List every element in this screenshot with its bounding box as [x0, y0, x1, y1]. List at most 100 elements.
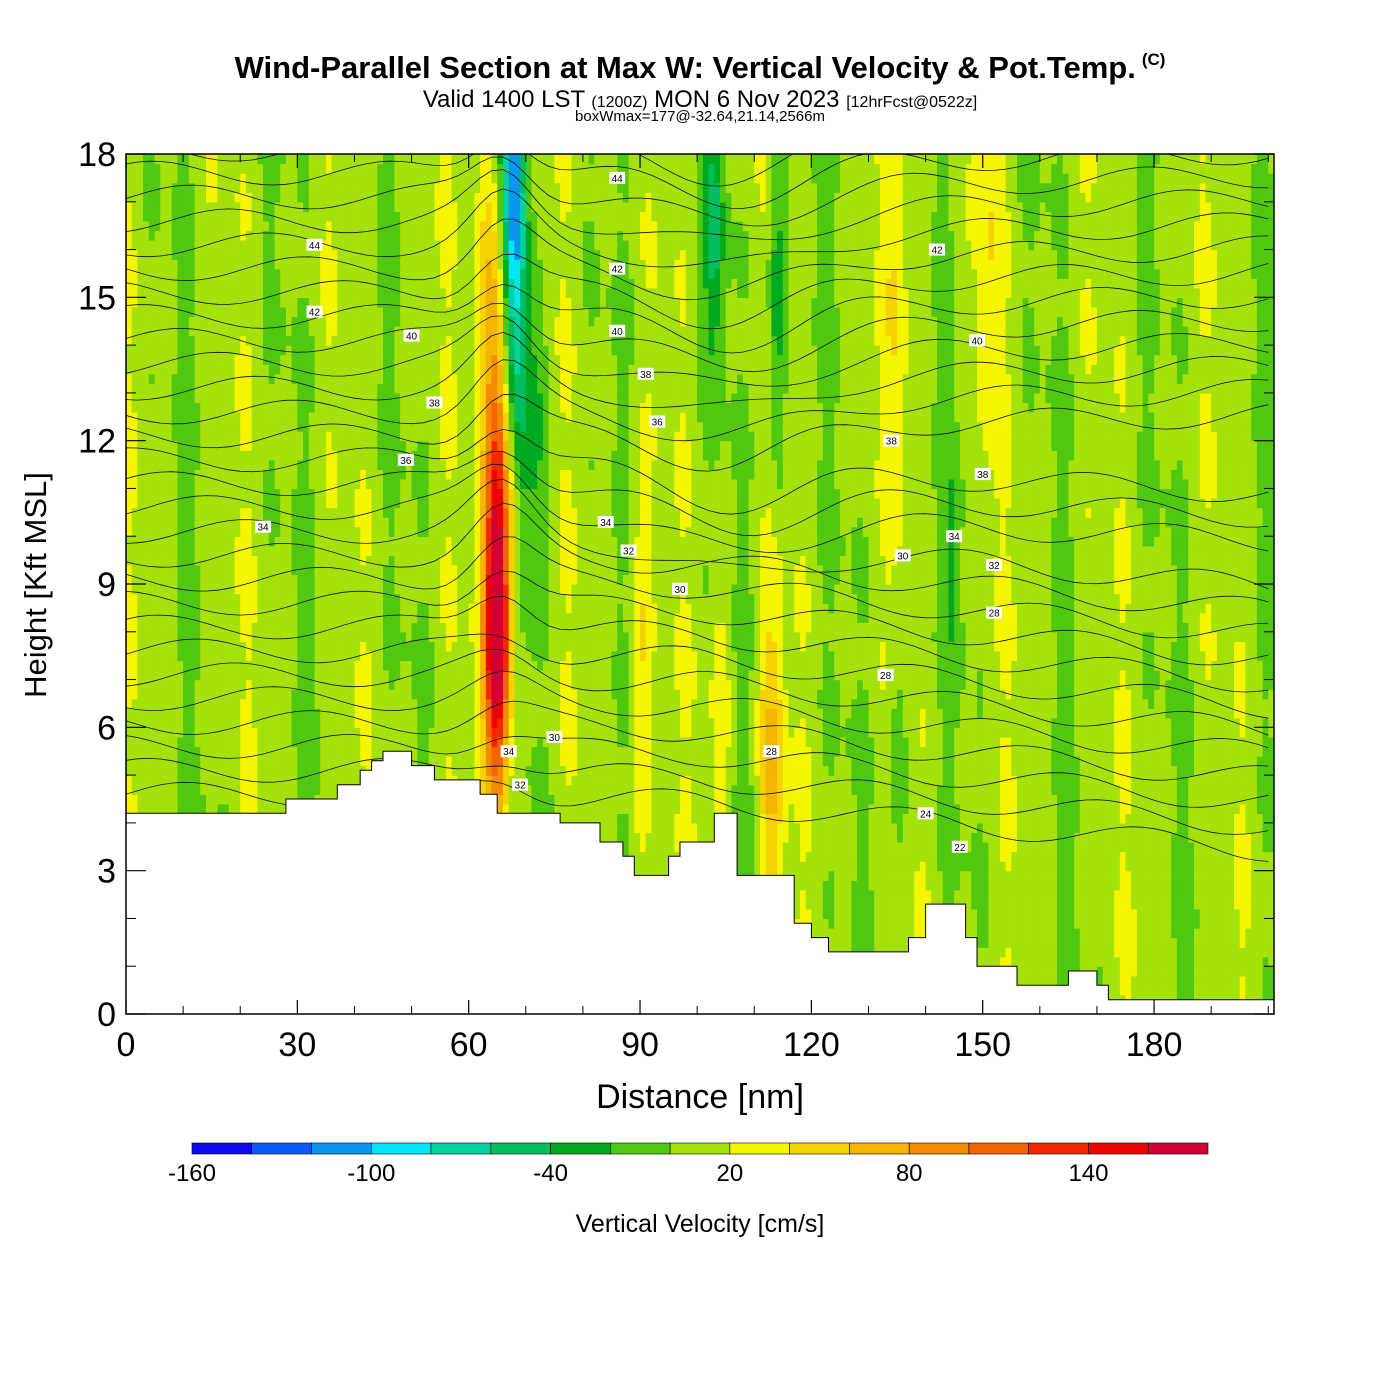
w-cell: [160, 392, 167, 404]
w-cell: [251, 727, 258, 738]
w-cell: [371, 631, 378, 642]
w-cell: [154, 555, 161, 566]
w-cell: [297, 173, 304, 184]
w-cell: [428, 345, 435, 356]
w-cell: [423, 412, 430, 423]
w-cell: [383, 717, 390, 728]
w-cell: [211, 364, 218, 375]
w-cell: [285, 402, 293, 413]
w-cell: [148, 173, 156, 184]
w-cell: [171, 201, 178, 212]
w-cell: [434, 268, 441, 279]
w-cell: [217, 240, 224, 251]
w-cell: [365, 459, 373, 470]
w-cell: [365, 383, 373, 394]
w-cell: [131, 364, 138, 375]
w-cell: [228, 545, 236, 556]
w-cell: [217, 268, 224, 279]
w-cell: [183, 335, 190, 346]
w-cell: [423, 287, 430, 298]
w-cell: [206, 297, 213, 308]
w-cell: [126, 689, 133, 700]
w-cell: [166, 574, 173, 585]
w-cell: [160, 326, 167, 337]
w-cell: [371, 593, 378, 604]
w-cell: [285, 584, 293, 595]
w-cell: [148, 192, 156, 203]
w-cell: [200, 765, 207, 776]
w-cell: [154, 163, 161, 174]
w-cell: [280, 488, 287, 499]
w-cell: [251, 192, 258, 203]
w-cell: [428, 459, 435, 470]
w-cell: [400, 373, 407, 384]
w-cell: [343, 278, 350, 289]
w-cell: [137, 316, 144, 327]
w-cell: [320, 631, 327, 642]
w-cell: [411, 469, 418, 480]
w-cell: [348, 154, 355, 165]
w-cell: [263, 440, 270, 451]
w-cell: [148, 335, 156, 346]
w-cell: [343, 660, 350, 671]
w-cell: [365, 689, 373, 700]
w-cell: [428, 670, 435, 681]
w-cell: [257, 689, 264, 700]
w-cell: [314, 564, 321, 576]
w-cell: [131, 794, 138, 805]
w-cell: [223, 469, 230, 480]
w-cell: [137, 746, 144, 757]
w-cell: [371, 564, 378, 576]
w-cell: [371, 517, 378, 528]
w-cell: [137, 173, 144, 184]
w-cell: [240, 794, 247, 805]
w-cell: [251, 555, 258, 566]
w-cell: [188, 545, 196, 556]
w-cell: [383, 622, 390, 633]
w-cell: [314, 517, 321, 528]
w-cell: [177, 603, 184, 614]
w-cell: [303, 698, 310, 709]
w-cell: [434, 259, 441, 270]
w-cell: [183, 316, 190, 327]
w-cell: [228, 450, 236, 461]
w-cell: [274, 612, 281, 623]
w-cell: [388, 517, 395, 528]
w-cell: [405, 192, 413, 203]
w-cell: [377, 727, 384, 738]
w-cell: [131, 526, 138, 537]
w-cell: [200, 593, 207, 604]
w-cell: [274, 708, 281, 719]
w-cell: [434, 727, 441, 738]
w-cell: [383, 593, 390, 604]
w-cell: [285, 230, 293, 241]
w-cell: [280, 698, 287, 709]
w-cell: [251, 364, 258, 375]
w-cell: [320, 373, 327, 384]
w-cell: [343, 440, 350, 451]
w-cell: [137, 564, 144, 576]
w-cell: [183, 469, 190, 480]
w-cell: [331, 383, 338, 394]
w-cell: [217, 612, 224, 623]
w-cell: [320, 746, 327, 757]
w-cell: [360, 526, 367, 537]
w-cell: [194, 469, 201, 480]
w-cell: [400, 154, 407, 155]
w-cell: [274, 775, 281, 786]
w-cell: [394, 354, 401, 365]
w-cell: [126, 612, 133, 623]
w-cell: [160, 316, 167, 327]
w-cell: [400, 727, 407, 738]
w-cell: [285, 641, 293, 652]
w-cell: [405, 230, 413, 241]
w-cell: [360, 259, 367, 270]
w-cell: [377, 402, 384, 413]
w-cell: [365, 498, 373, 509]
w-cell: [166, 392, 173, 404]
w-cell: [183, 736, 190, 748]
w-cell: [200, 717, 207, 728]
w-cell: [234, 297, 241, 308]
w-cell: [217, 478, 224, 490]
w-cell: [137, 717, 144, 728]
